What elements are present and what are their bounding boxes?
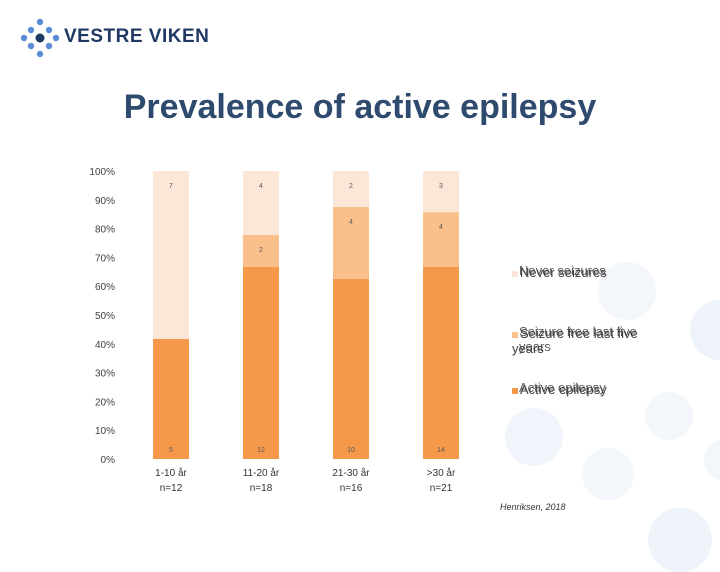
bar-active-1 xyxy=(153,339,189,459)
legend-never-ghost: Never seizures xyxy=(519,263,606,278)
y-tick-label: 100% xyxy=(89,167,115,178)
logo-text: VESTRE VIKEN xyxy=(64,26,210,47)
y-tick-label: 20% xyxy=(95,397,115,408)
bar-never-4 xyxy=(423,171,459,213)
legend-active: Active epilepsy Active epilepsy xyxy=(512,380,662,397)
data-label-active-3: 10 xyxy=(347,447,355,454)
bar-active-4 xyxy=(423,267,459,459)
stacked-bar-chart: 0% 10% 20% 30% 40% 50% 60% 70% 80% 90% 100% 5 7 1-10 … xyxy=(89,167,459,494)
y-tick-label: 70% xyxy=(95,253,115,264)
decor-circle-4 xyxy=(582,448,634,500)
decor-circle-1 xyxy=(598,262,656,320)
legend-active-ghost: Active epilepsy xyxy=(519,380,606,395)
decor-circle-3 xyxy=(505,408,563,466)
bar-seizure-free-2 xyxy=(243,235,279,267)
logo-icon xyxy=(20,18,60,58)
data-label-never-2: 4 xyxy=(259,183,263,190)
legend-never-label: Never seizures xyxy=(520,265,607,280)
bar-seizure-free-4 xyxy=(423,212,459,267)
data-label-active-2: 12 xyxy=(257,447,265,454)
data-label-never-4: 3 xyxy=(439,183,443,190)
y-tick-label: 50% xyxy=(95,311,115,322)
data-label-active-4: 14 xyxy=(437,447,445,454)
y-tick-label: 0% xyxy=(101,455,116,466)
legend-seizure-free-swatch xyxy=(512,331,518,338)
bar-never-2 xyxy=(243,171,279,235)
data-label-active-1: 5 xyxy=(169,447,173,454)
y-tick-label: 90% xyxy=(95,196,115,207)
x-tick-n-label: n=18 xyxy=(250,483,273,494)
data-label-never-3: 2 xyxy=(349,183,353,190)
y-tick-label: 40% xyxy=(95,340,115,351)
legend-seizure-free-ghost: Seizure free last five years xyxy=(519,324,637,354)
x-tick-label: 1-10 år xyxy=(155,467,187,479)
x-tick-n-label: n=16 xyxy=(340,483,363,494)
legend-seizure-free: Seizure free last five years Seizure fre… xyxy=(512,324,662,356)
y-tick-label: 60% xyxy=(95,282,115,293)
data-label-never-1: 7 xyxy=(169,183,173,190)
data-label-seizure-free-2: 2 xyxy=(259,247,263,254)
y-tick-label: 80% xyxy=(95,225,115,236)
x-tick-n-label: n=12 xyxy=(160,483,183,494)
legend-active-swatch xyxy=(512,387,518,394)
legend-never: Never seizures Never seizures xyxy=(512,263,662,280)
bar-active-2 xyxy=(243,267,279,459)
citation: Henriksen, 2018 xyxy=(500,502,566,512)
decor-circle-7 xyxy=(704,440,720,480)
data-label-seizure-free-4: 4 xyxy=(439,224,443,231)
legend-seizure-free-label: Seizure free last five years xyxy=(512,326,638,356)
page-title: Prevalence of active epilepsy xyxy=(123,88,597,126)
x-tick-n-label: n=21 xyxy=(430,483,453,494)
data-label-seizure-free-3: 4 xyxy=(349,219,353,226)
x-tick-label: 11-20 år xyxy=(243,467,280,479)
bar-never-3 xyxy=(333,171,369,207)
y-tick-label: 30% xyxy=(95,369,115,380)
decor-circle-5 xyxy=(645,392,693,440)
y-tick-label: 10% xyxy=(95,426,115,437)
bar-seizure-free-3 xyxy=(333,207,369,279)
bar-never-1 xyxy=(153,171,189,339)
x-tick-label: >30 år xyxy=(427,467,456,479)
bar-active-3 xyxy=(333,279,369,459)
legend-never-swatch xyxy=(512,270,518,277)
legend-active-label: Active epilepsy xyxy=(520,382,607,397)
x-tick-label: 21-30 år xyxy=(332,467,370,479)
